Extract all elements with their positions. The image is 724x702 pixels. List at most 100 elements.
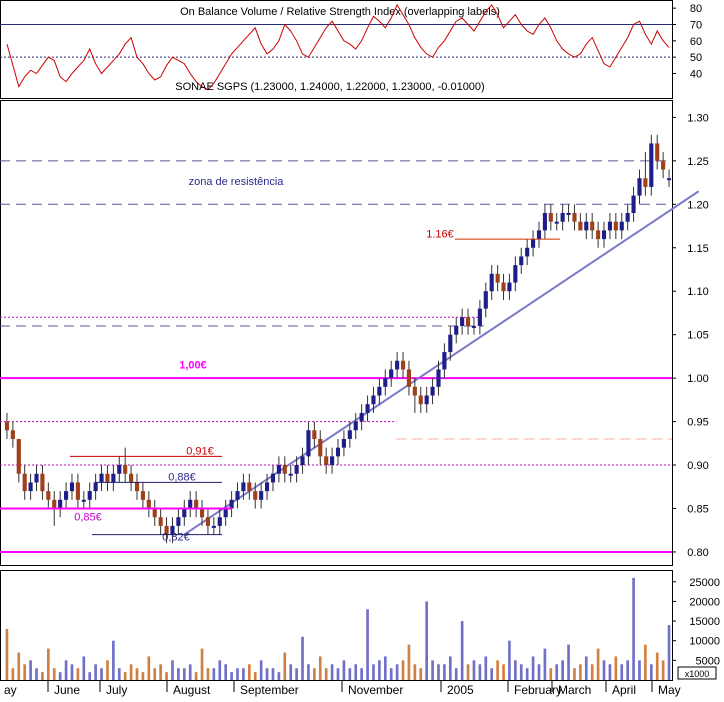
- volume-bar: [514, 660, 517, 680]
- candle-body: [489, 273, 494, 292]
- candle-body: [117, 465, 122, 474]
- candle-body: [312, 430, 317, 439]
- candle-body: [205, 517, 211, 526]
- volume-bar: [11, 668, 15, 680]
- candle-body: [140, 491, 145, 500]
- candle-body: [16, 438, 21, 474]
- volume-bar: [655, 652, 659, 680]
- candle-body: [448, 334, 453, 353]
- candle-body: [460, 317, 465, 326]
- volume-bar: [632, 577, 635, 680]
- candle-body: [99, 473, 104, 483]
- volume-bar: [466, 664, 470, 680]
- volume-bar: [389, 668, 393, 680]
- candle-body: [300, 456, 305, 466]
- candle-body: [182, 508, 187, 518]
- price-ytick-label: 0.85: [687, 504, 708, 516]
- volume-bar: [644, 644, 647, 680]
- volume-bar: [58, 672, 62, 680]
- price-ytick-label: 0.95: [687, 417, 708, 429]
- volume-bar: [230, 672, 233, 680]
- candle-body: [270, 473, 276, 483]
- candle-body: [601, 230, 607, 240]
- candle-body: [158, 517, 163, 526]
- candle-body: [507, 282, 512, 292]
- volume-bar: [549, 668, 553, 680]
- rsi-ytick-label: 80: [690, 3, 702, 15]
- candle-body: [531, 239, 536, 248]
- volume-ytick-label: 25000: [689, 577, 720, 589]
- candle-body: [194, 499, 199, 509]
- candle-body: [442, 352, 447, 370]
- volume-unit-box: [677, 666, 717, 680]
- volume-bar: [283, 652, 287, 680]
- price-chart-title: SONAE SGPS (1.23000, 1.24000, 1.22000, 1…: [175, 81, 484, 93]
- candle-body: [613, 221, 618, 231]
- volume-bar: [336, 668, 340, 680]
- volume-bar: [35, 668, 38, 680]
- rsi-panel-frame: [0, 0, 673, 99]
- candle-body: [424, 395, 429, 405]
- volume-bar: [401, 660, 405, 680]
- price-ytick-label: 0.80: [687, 547, 708, 559]
- volume-bar: [188, 664, 192, 680]
- price-ytick-label: 0.90: [687, 460, 708, 472]
- volume-bar: [301, 636, 304, 680]
- volume-bar: [590, 664, 594, 680]
- volume-bar: [573, 668, 576, 680]
- candle-body: [371, 395, 376, 405]
- x-axis-label: February: [514, 683, 562, 697]
- candle-body: [288, 473, 293, 476]
- volume-bar: [289, 664, 293, 680]
- volume-ytick-label: 10000: [689, 636, 720, 648]
- candle-body: [264, 482, 270, 492]
- candle-body: [217, 517, 222, 526]
- x-axis-label: April: [612, 683, 636, 697]
- candle-body: [607, 221, 612, 231]
- volume-bar: [200, 648, 204, 680]
- volume-bar: [41, 672, 44, 680]
- candle-body: [170, 525, 175, 535]
- volume-bar: [135, 668, 139, 680]
- volume-bar: [484, 656, 488, 680]
- candle-body: [40, 473, 45, 492]
- candle-body: [412, 386, 417, 396]
- candle-body: [406, 369, 412, 387]
- volume-bar: [23, 664, 27, 680]
- volume-bar: [159, 664, 162, 680]
- candle-body: [572, 212, 577, 222]
- volume-bar: [383, 656, 387, 680]
- vol-panel-frame: [0, 570, 673, 681]
- volume-bar: [324, 668, 328, 680]
- candle-body: [52, 499, 57, 509]
- candle-body: [495, 273, 500, 283]
- candle-body: [93, 482, 98, 492]
- volume-bar: [330, 664, 334, 680]
- candle-body: [211, 525, 216, 528]
- candle-body: [253, 491, 258, 500]
- volume-ytick-label: 15000: [689, 616, 720, 628]
- rsi-panel-title: On Balance Volume / Relative Strength In…: [180, 6, 500, 18]
- candle-body: [34, 473, 39, 483]
- price-panel-frame: [0, 100, 673, 566]
- candle-body: [111, 473, 116, 483]
- candle-body: [436, 369, 441, 387]
- volume-bar: [218, 660, 222, 680]
- volume-ytick-label: 20000: [689, 596, 720, 608]
- candle-body: [276, 465, 281, 474]
- candle-body: [649, 143, 654, 187]
- candle-body: [306, 430, 311, 457]
- rsi-ytick-label: 70: [690, 20, 702, 32]
- volume-bar: [460, 621, 464, 680]
- volume-bar: [348, 668, 352, 680]
- volume-bar: [94, 664, 97, 680]
- candle-body: [235, 491, 240, 500]
- volume-bar: [247, 664, 251, 680]
- candle-body: [199, 508, 205, 518]
- volume-bar: [407, 644, 411, 680]
- price-annotation: 0,91€: [186, 446, 214, 458]
- volume-bar: [253, 672, 257, 680]
- volume-bar: [153, 668, 157, 680]
- volume-bar: [177, 668, 180, 680]
- volume-bar: [17, 652, 21, 680]
